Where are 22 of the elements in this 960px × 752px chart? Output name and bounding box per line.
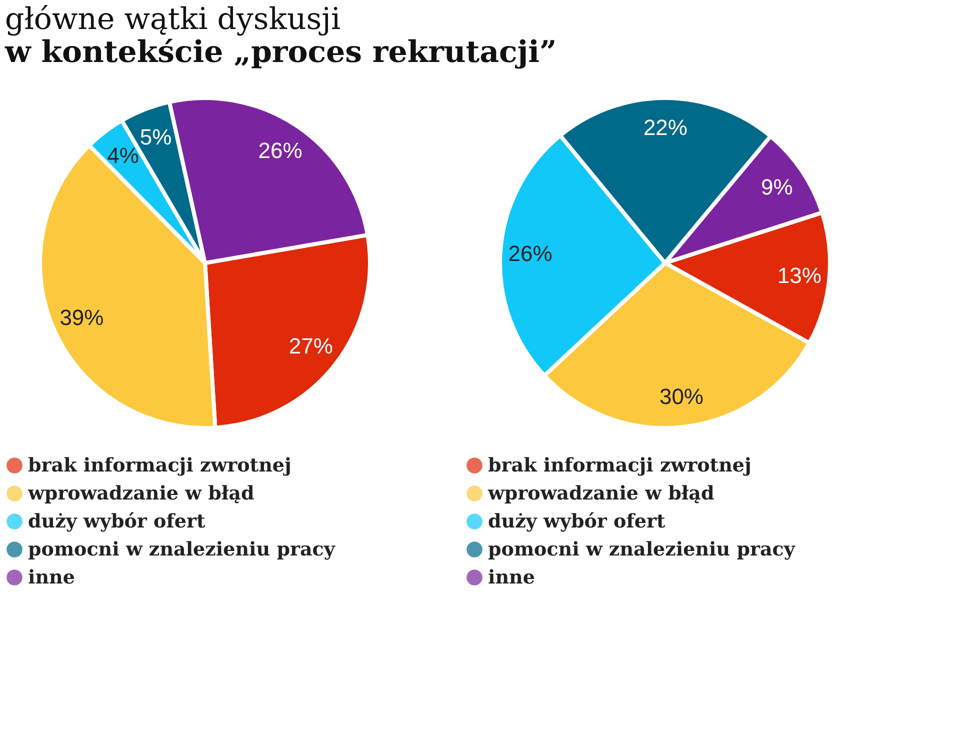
chart-subtitle: w kontekście „proces rekrutacji” xyxy=(4,35,557,70)
legend-label: inne xyxy=(28,566,75,588)
legend-label: pomocni w znalezieniu pracy xyxy=(28,538,336,560)
data-label: 13% xyxy=(777,263,822,288)
legend-label: duży wybór ofert xyxy=(28,510,206,532)
data-label: 5% xyxy=(140,124,172,150)
data-label: 4% xyxy=(107,142,139,168)
legend-label: duży wybór ofert xyxy=(488,510,666,532)
data-label: 22% xyxy=(643,115,688,140)
data-label: 27% xyxy=(288,334,333,359)
legend-label: wprowadzanie w błąd xyxy=(27,482,254,504)
legend-label: brak informacji zwrotnej xyxy=(28,454,292,476)
legend-label: inne xyxy=(488,566,535,588)
data-label: 30% xyxy=(659,384,704,409)
legend-label: wprowadzanie w błąd xyxy=(487,482,714,504)
data-label: 26% xyxy=(508,241,552,266)
data-label: 39% xyxy=(60,305,104,330)
data-label: 9% xyxy=(761,174,793,200)
legend-label: brak informacji zwrotnej xyxy=(488,454,752,476)
chart-title: główne wątki dyskusji xyxy=(5,2,341,37)
legend-label: pomocni w znalezieniu pracy xyxy=(488,538,796,560)
data-label: 26% xyxy=(258,138,302,163)
